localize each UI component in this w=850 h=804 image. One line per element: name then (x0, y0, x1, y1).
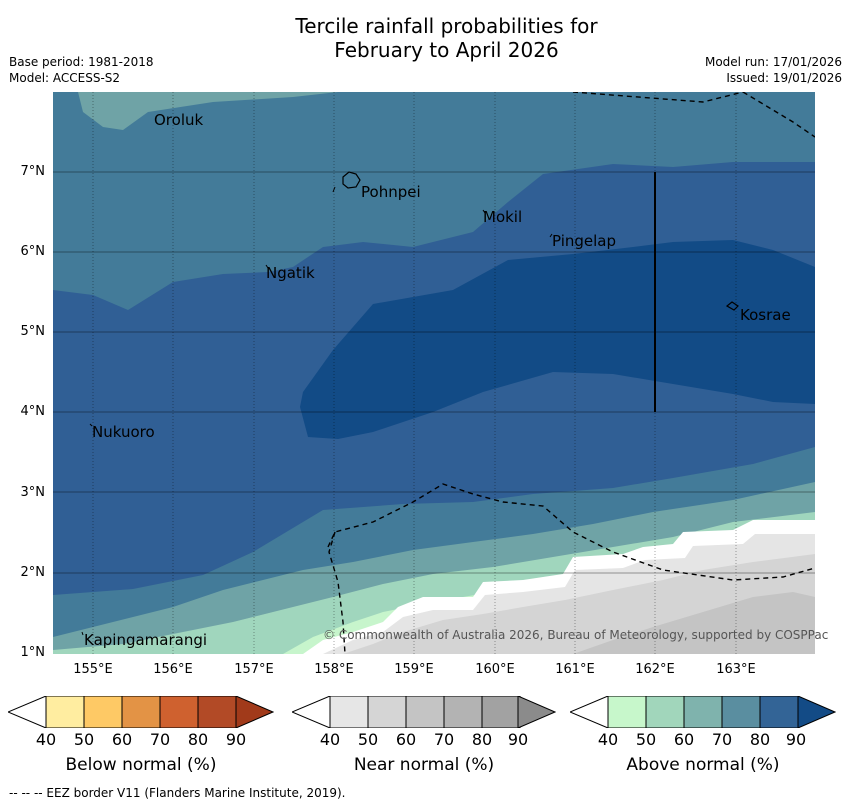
label-pohnpei: Pohnpei (361, 183, 421, 201)
cb-below-label: Below normal (%) (65, 755, 217, 775)
cb-near-swatch-5 (481, 696, 521, 728)
lon-tick-157e: 157°E (234, 662, 274, 677)
cb-above-swatch-0 (570, 696, 609, 728)
lon-tick-160e: 160°E (475, 662, 515, 677)
cb-near-tick-40: 40 (319, 730, 341, 749)
pingelap-atoll (549, 233, 553, 238)
label-pingelap: Pingelap (552, 232, 617, 250)
cb-above-tick-70: 70 (711, 730, 733, 749)
cb-near-tick-60: 60 (395, 730, 417, 749)
colorbar-below (8, 696, 274, 728)
cb-below-tick-60: 60 (111, 730, 133, 749)
label-ngatik: Ngatik (266, 264, 315, 282)
cb-below-tick-40: 40 (35, 730, 57, 749)
cb-near-swatch-3 (405, 696, 445, 728)
lon-tick-158e: 158°E (314, 662, 354, 677)
cb-below-swatch-1 (45, 696, 85, 728)
base-period: Base period: 1981-2018 (9, 55, 154, 69)
cb-above-swatch-4 (721, 696, 761, 728)
cb-above-swatch-1 (607, 696, 647, 728)
cb-above-tick-40: 40 (597, 730, 619, 749)
kapingamarangi-atoll (81, 631, 84, 636)
cb-near-swatch-2 (367, 696, 407, 728)
map-title-line2: February to April 2026 (334, 38, 559, 62)
cb-near-tick-50: 50 (357, 730, 379, 749)
cb-above-tick-50: 50 (635, 730, 657, 749)
eez-border-southwest (328, 531, 346, 654)
cb-below-swatch-4 (159, 696, 199, 728)
eez-border-north (572, 92, 744, 103)
lon-tick-155e: 155°E (73, 662, 113, 677)
ant-atoll (332, 186, 336, 193)
colorbar-above (570, 696, 836, 728)
lon-tick-156e: 156°E (153, 662, 193, 677)
lon-tick-159e: 159°E (394, 662, 434, 677)
rainfall-probability-map (53, 92, 815, 654)
lat-tick-2n: 2°N (20, 565, 46, 580)
copyright-notice: © Commonwealth of Australia 2026, Bureau… (323, 628, 829, 642)
eez-border-northeast (742, 92, 815, 138)
lat-tick-6n: 6°N (20, 244, 46, 259)
lat-tick-3n: 3°N (20, 485, 46, 500)
eez-footnote: -- -- -- EEZ border V11 (Flanders Marine… (9, 786, 346, 800)
nukuoro-atoll (89, 423, 93, 427)
cb-below-tick-50: 50 (73, 730, 95, 749)
lat-tick-1n: 1°N (20, 645, 46, 660)
cb-below-tick-80: 80 (187, 730, 209, 749)
label-kosrae: Kosrae (740, 306, 791, 324)
eez-border-south (327, 483, 815, 581)
cb-above-tick-80: 80 (749, 730, 771, 749)
cb-above-tick-90: 90 (785, 730, 807, 749)
cb-above-tick-60: 60 (673, 730, 695, 749)
cb-near-swatch-4 (443, 696, 483, 728)
cb-near-tick-80: 80 (471, 730, 493, 749)
cb-above-swatch-3 (683, 696, 723, 728)
lon-tick-161e: 161°E (555, 662, 595, 677)
colorbar-near (292, 696, 556, 728)
ngatik-atoll (265, 264, 269, 269)
lat-tick-7n: 7°N (20, 164, 46, 179)
cb-below-swatch-6 (235, 696, 274, 728)
label-nukuoro: Nukuoro (92, 423, 155, 441)
label-mokil: Mokil (483, 208, 523, 226)
cb-near-swatch-0 (292, 696, 331, 728)
cb-below-tick-90: 90 (225, 730, 247, 749)
pohnpei-island (342, 171, 361, 189)
region-above-60-north (78, 92, 338, 130)
model-run-date: Model run: 17/01/2026 (704, 55, 842, 69)
lon-tick-163e: 163°E (716, 662, 756, 677)
label-kapingamarangi: Kapingamarangi (84, 631, 208, 649)
issued-date: Issued: 19/01/2026 (726, 71, 842, 85)
map-title-line1: Tercile rainfall probabilities for (295, 14, 598, 38)
cb-near-tick-90: 90 (507, 730, 529, 749)
lat-tick-5n: 5°N (20, 324, 46, 339)
cb-below-swatch-3 (121, 696, 161, 728)
cb-near-swatch-6 (517, 696, 556, 728)
lon-tick-162e: 162°E (635, 662, 675, 677)
cb-below-swatch-5 (197, 696, 237, 728)
cb-above-swatch-2 (645, 696, 685, 728)
region-above-90 (300, 240, 815, 439)
model-name: Model: ACCESS-S2 (9, 71, 121, 85)
cb-near-tick-70: 70 (433, 730, 455, 749)
cb-near-label: Near normal (%) (353, 755, 495, 775)
cb-above-label: Above normal (%) (626, 755, 780, 775)
cb-below-swatch-2 (83, 696, 123, 728)
cb-below-tick-70: 70 (149, 730, 171, 749)
region-near-60 (573, 592, 815, 654)
cb-above-swatch-6 (797, 696, 836, 728)
mokil-atoll (482, 209, 486, 214)
cb-below-swatch-0 (8, 696, 47, 728)
label-oroluk: Oroluk (154, 111, 204, 129)
cb-near-swatch-1 (329, 696, 369, 728)
cb-above-swatch-5 (759, 696, 799, 728)
lat-tick-4n: 4°N (20, 404, 46, 419)
kosrae-island (725, 301, 739, 311)
